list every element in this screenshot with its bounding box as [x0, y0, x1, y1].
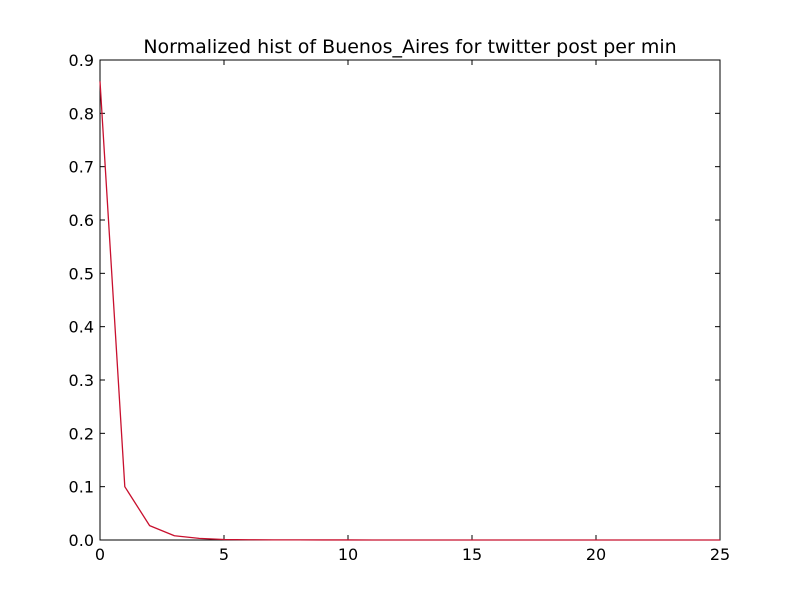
chart-title: Normalized hist of Buenos_Aires for twit… — [143, 36, 676, 58]
x-tick-label: 20 — [586, 545, 606, 564]
y-tick-label: 0.4 — [69, 318, 94, 337]
y-tick-label: 0.7 — [69, 158, 94, 177]
y-tick-label: 0.1 — [69, 478, 94, 497]
y-tick-label: 0.5 — [69, 264, 94, 283]
y-tick-label: 0.2 — [69, 424, 94, 443]
x-tick-label: 0 — [95, 545, 105, 564]
y-tick-label: 0.9 — [69, 51, 94, 70]
y-tick-label: 0.8 — [69, 104, 94, 123]
x-tick-label: 10 — [338, 545, 358, 564]
y-tick-label: 0.6 — [69, 211, 94, 230]
x-tick-label: 25 — [710, 545, 730, 564]
x-tick-label: 15 — [462, 545, 482, 564]
axis-ticks — [99, 59, 721, 541]
axis-tick-labels: 0 5 10 15 20 25 0.0 0.1 0.2 0.3 0.4 0.5 0.6 0.7 0.8 0.9 — [69, 51, 731, 564]
series-layer — [99, 81, 720, 541]
x-tick-label: 5 — [219, 545, 229, 564]
y-tick-label: 0.0 — [69, 531, 94, 550]
y-tick-label: 0.3 — [69, 371, 94, 390]
series-line — [99, 81, 720, 541]
plot-area-frame — [99, 59, 721, 541]
